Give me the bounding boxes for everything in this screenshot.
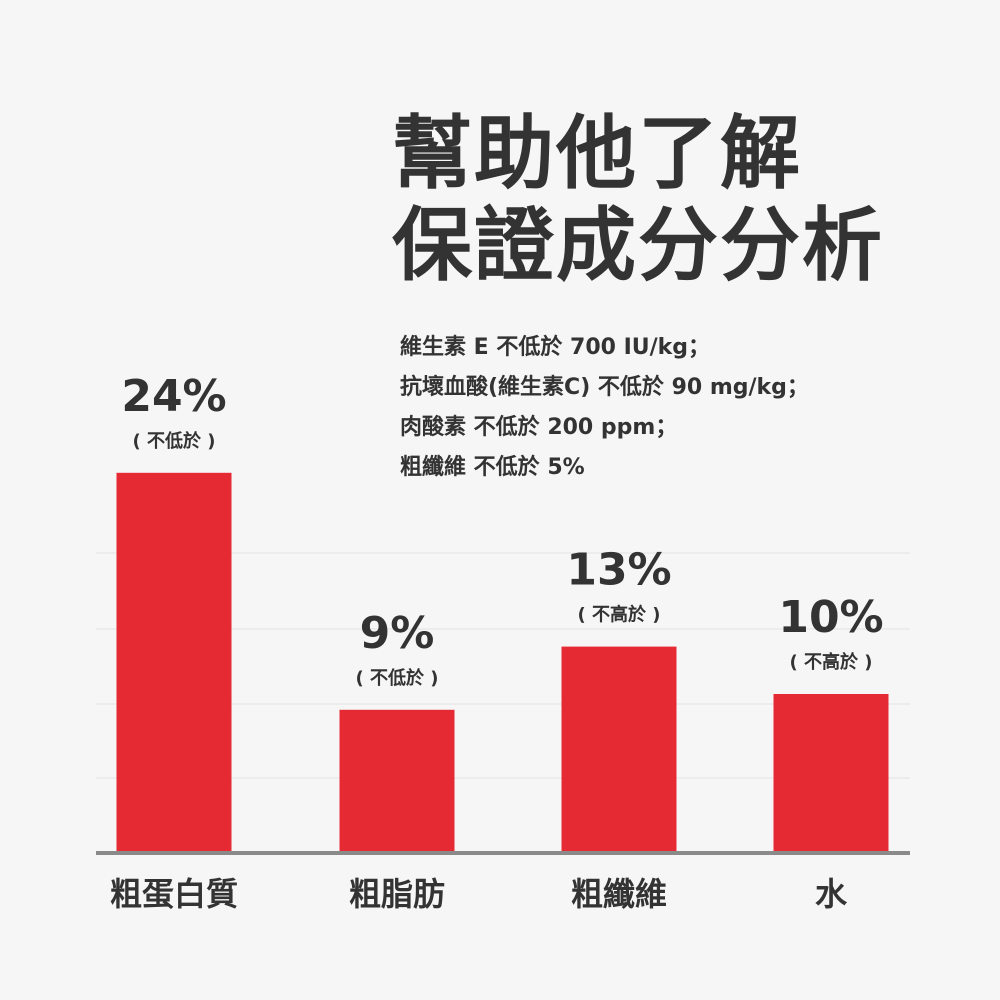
qualifier-label-1: ( 不低於 )	[133, 430, 216, 452]
note-vitamin-e: 維生素 E 不低於 700 IU/kg；	[400, 335, 711, 360]
bar-2	[339, 709, 455, 852]
category-label-3: 粗纖維	[571, 875, 667, 913]
headline-line-1: 幫助他了解	[392, 107, 802, 200]
value-label-2: 9%	[360, 608, 435, 659]
bar-1	[116, 472, 232, 852]
qualifier-label-3: ( 不高於 )	[578, 604, 661, 626]
category-label-4: 水	[815, 875, 848, 913]
qualifier-label-4: ( 不高於 )	[790, 651, 873, 673]
guarantee-notes: 維生素 E 不低於 700 IU/kg； 抗壞血酸(維生素C) 不低於 90 m…	[400, 328, 809, 488]
bar-4	[773, 694, 889, 852]
value-label-1: 24%	[121, 371, 226, 422]
headline-line-2: 保證成分分析	[392, 199, 884, 292]
note-carnitine: 肉酸素 不低於 200 ppm；	[400, 415, 678, 440]
category-label-1: 粗蛋白質	[110, 875, 238, 913]
qualifier-label-2: ( 不低於 )	[356, 667, 439, 689]
value-label-4: 10%	[778, 592, 883, 643]
category-label-2: 粗脂肪	[349, 875, 445, 913]
note-ascorbic-acid: 抗壞血酸(維生素C) 不低於 90 mg/kg；	[400, 375, 809, 400]
headline: 幫助他了解 保證成分分析	[392, 108, 884, 292]
note-crude-fiber: 粗纖維 不低於 5%	[400, 455, 585, 480]
value-label-3: 13%	[566, 545, 671, 596]
bar-3	[561, 646, 677, 852]
